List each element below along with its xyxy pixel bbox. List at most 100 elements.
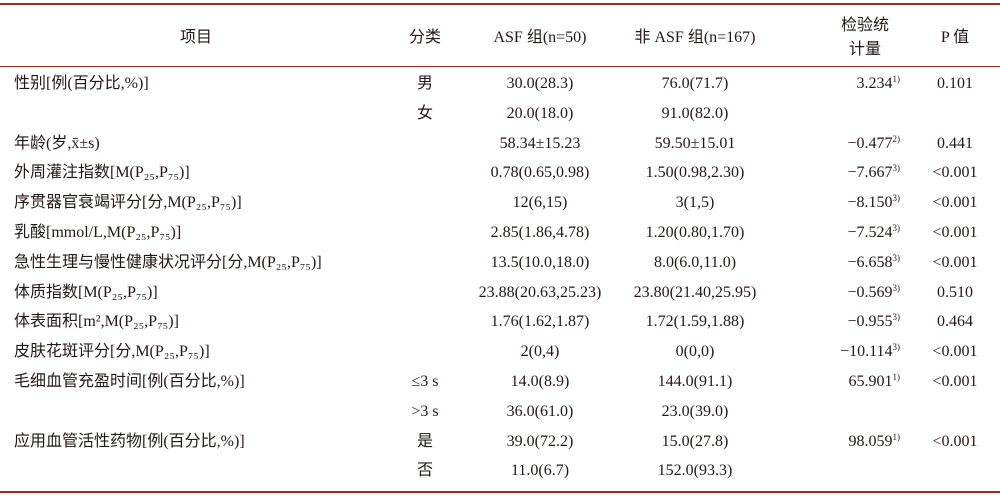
category: 否 bbox=[416, 462, 433, 480]
non-asf-value: 1.50(0.98,2.30) bbox=[645, 164, 745, 182]
stat-note: 3) bbox=[892, 252, 901, 263]
p-value: <0.001 bbox=[932, 253, 978, 271]
stat-cell: 65.9011) bbox=[780, 372, 901, 392]
category: 是 bbox=[416, 432, 433, 450]
asf-value: 30.0(28.3) bbox=[506, 75, 574, 92]
stat-value: −10.114 bbox=[840, 343, 893, 361]
stat-cell: −0.4772) bbox=[780, 134, 900, 154]
header-stat: 检验统 bbox=[840, 17, 889, 34]
stat-value: −8.150 bbox=[847, 194, 893, 212]
row-label: 急性生理与慢性健康状况评分[分,M(P₂₅,P₇₅)] bbox=[14, 253, 322, 271]
row-label: 皮肤花斑评分[分,M(P₂₅,P₇₅)] bbox=[14, 343, 210, 361]
stat-note: 1) bbox=[892, 431, 901, 442]
stat-note: 3) bbox=[892, 312, 901, 323]
stat-cell: 98.0591) bbox=[780, 431, 901, 452]
header-non-asf: 非 ASF 组(n=167) bbox=[634, 29, 756, 46]
stat-value: −0.569 bbox=[847, 283, 893, 301]
asf-value: 12(6,15) bbox=[512, 194, 568, 212]
row-label: 乳酸[mmol/L,M(P₂₅,P₇₅)] bbox=[14, 224, 182, 241]
p-value: 0.510 bbox=[937, 283, 973, 301]
stat-note: 3) bbox=[892, 282, 901, 293]
asf-value: 2(0,4) bbox=[520, 343, 560, 361]
asf-value: 14.0(8.9) bbox=[510, 373, 570, 390]
header-rule bbox=[0, 66, 1000, 67]
stat-cell: −0.5693) bbox=[780, 283, 900, 303]
stat-cell: −7.5243) bbox=[780, 223, 900, 243]
header-stat: 计量 bbox=[848, 41, 881, 58]
row-label: 应用血管活性药物[例(百分比,%)] bbox=[14, 432, 245, 450]
stat-note: 3) bbox=[892, 163, 901, 174]
stat-cell: −0.9553) bbox=[780, 312, 900, 332]
header-category: 分类 bbox=[408, 29, 441, 46]
asf-value: 23.88(20.63,25.23) bbox=[478, 283, 602, 301]
non-asf-value: 23.0(39.0) bbox=[661, 402, 729, 420]
asf-value: 58.34±15.23 bbox=[499, 134, 581, 152]
non-asf-value: 152.0(93.3) bbox=[657, 462, 733, 480]
p-value: <0.001 bbox=[932, 194, 978, 212]
asf-value: 36.0(61.0) bbox=[506, 402, 574, 420]
p-value: <0.001 bbox=[932, 432, 978, 450]
non-asf-value: 91.0(82.0) bbox=[661, 104, 729, 122]
stat-note: 3) bbox=[892, 223, 901, 233]
stat-note: 1) bbox=[892, 74, 901, 84]
stat-value: −7.667 bbox=[847, 164, 893, 182]
row-label: 外周灌注指数[M(P₂₅,P₇₅)] bbox=[14, 164, 190, 182]
non-asf-value: 1.20(0.80,1.70) bbox=[645, 224, 745, 241]
bottom-rule bbox=[0, 491, 1000, 493]
non-asf-value: 8.0(6.0,11.0) bbox=[653, 253, 737, 271]
category: 男 bbox=[416, 75, 433, 92]
non-asf-value: 59.50±15.01 bbox=[654, 134, 736, 152]
top-rule bbox=[0, 3, 1000, 5]
non-asf-value: 3(1,5) bbox=[675, 194, 715, 212]
non-asf-value: 23.80(21.40,25.95) bbox=[633, 283, 757, 301]
p-value: <0.001 bbox=[932, 164, 978, 182]
p-value: <0.001 bbox=[932, 343, 978, 361]
asf-value: 2.85(1.86,4.78) bbox=[490, 224, 590, 241]
asf-value: 13.5(10.0,18.0) bbox=[490, 253, 590, 271]
header-p: P 值 bbox=[940, 29, 970, 46]
non-asf-value: 1.72(1.59,1.88) bbox=[645, 313, 745, 331]
stat-value: −7.524 bbox=[847, 224, 893, 241]
stat-value: −6.658 bbox=[847, 253, 893, 271]
stat-value: 65.901 bbox=[848, 373, 893, 390]
stat-note: 2) bbox=[892, 133, 901, 144]
non-asf-value: 144.0(91.1) bbox=[657, 373, 733, 390]
stat-value: 3.234 bbox=[856, 75, 893, 92]
row-label: 性别[例(百分比,%)] bbox=[14, 75, 149, 92]
asf-value: 11.0(6.7) bbox=[510, 462, 570, 480]
asf-value: 20.0(18.0) bbox=[506, 104, 574, 122]
stat-value: −0.955 bbox=[847, 313, 893, 331]
asf-value: 0.78(0.65,0.98) bbox=[490, 164, 590, 182]
row-label: 毛细血管充盈时间[例(百分比,%)] bbox=[14, 373, 245, 390]
row-label: 年龄(岁,x̄±s) bbox=[14, 134, 100, 152]
stat-note: 3) bbox=[892, 193, 901, 204]
p-value: 0.441 bbox=[937, 134, 973, 152]
stat-cell: −8.1503) bbox=[780, 193, 900, 213]
header-asf: ASF 组(n=50) bbox=[493, 29, 587, 46]
non-asf-value: 76.0(71.7) bbox=[661, 75, 729, 92]
p-value: <0.001 bbox=[932, 224, 978, 241]
row-label: 序贯器官衰竭评分[分,M(P₂₅,P₇₅)] bbox=[14, 194, 242, 212]
stat-value: 98.059 bbox=[848, 432, 893, 450]
category: ≤3 s bbox=[411, 373, 439, 390]
stat-note: 3) bbox=[892, 342, 901, 353]
asf-value: 1.76(1.62,1.87) bbox=[490, 313, 590, 331]
category: >3 s bbox=[411, 402, 439, 420]
p-value: 0.101 bbox=[937, 75, 973, 92]
row-label: 体表面积[m²,M(P₂₅,P₇₅)] bbox=[14, 313, 179, 331]
asf-value: 39.0(72.2) bbox=[506, 432, 574, 450]
stat-cell: 3.2341) bbox=[780, 74, 901, 94]
p-value: <0.001 bbox=[932, 373, 978, 390]
row-label: 体质指数[M(P₂₅,P₇₅)] bbox=[14, 283, 158, 301]
stat-cell: −10.1143) bbox=[780, 342, 900, 362]
stat-note: 1) bbox=[892, 372, 901, 382]
stat-value: −0.477 bbox=[847, 134, 893, 152]
non-asf-value: 0(0,0) bbox=[675, 343, 715, 361]
stat-cell: −7.6673) bbox=[780, 163, 900, 183]
category: 女 bbox=[416, 104, 433, 122]
stat-cell: −6.6583) bbox=[780, 253, 900, 273]
p-value: 0.464 bbox=[937, 313, 973, 331]
non-asf-value: 15.0(27.8) bbox=[661, 432, 729, 450]
